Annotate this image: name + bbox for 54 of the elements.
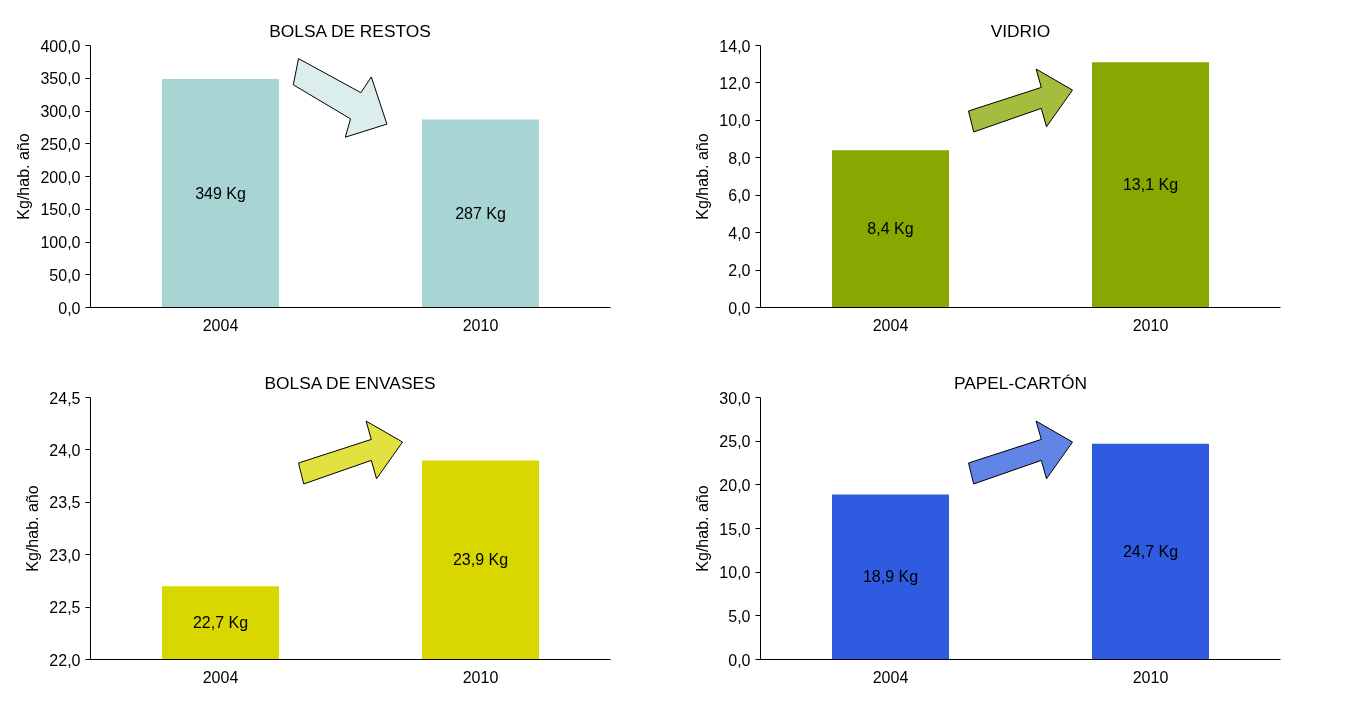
y-tick-label: 8,0: [728, 149, 751, 167]
y-tick-label: 400,0: [40, 37, 81, 55]
x-tick-label: 2004: [872, 316, 909, 334]
y-tick-label: 100,0: [40, 234, 81, 251]
y-tick-label: 23,0: [49, 546, 81, 564]
data-label: 23,9 Kg: [452, 551, 509, 569]
x-tick-label: 2010: [462, 316, 499, 334]
y-tick-label: 200,0: [40, 168, 81, 186]
x-tick-label: 2004: [872, 668, 909, 686]
y-tick-label: 0,0: [58, 299, 81, 317]
x-tick-label: 2004: [202, 668, 239, 686]
y-tick-label: 4,0: [728, 224, 751, 242]
data-label: 13,1 Kg: [1122, 176, 1179, 194]
data-label: 24,7 Kg: [1122, 543, 1179, 561]
x-tick-label: 2004: [202, 316, 239, 334]
chart-title: VIDRIO: [990, 20, 1051, 41]
y-tick-label: 10,0: [719, 112, 751, 130]
y-tick-label: 25,0: [719, 433, 751, 451]
data-label: 8,4 Kg: [867, 220, 914, 238]
y-tick-label: 14,0: [719, 37, 751, 55]
y-tick-label: 350,0: [40, 70, 81, 88]
chart-title: BOLSA DE ENVASES: [264, 372, 436, 393]
y-tick-label: 0,0: [728, 651, 751, 669]
y-tick-label: 24,5: [49, 389, 81, 407]
y-tick-label: 15,0: [719, 520, 751, 538]
y-axis-title: Kg/hab. año: [24, 485, 42, 572]
y-axis-title: Kg/hab. año: [15, 133, 33, 220]
y-tick-label: 23,5: [49, 494, 81, 512]
y-axis-title: Kg/hab. año: [694, 485, 712, 572]
y-tick-label: 250,0: [40, 135, 81, 153]
y-tick-label: 0,0: [728, 299, 751, 317]
x-tick-label: 2010: [462, 668, 499, 686]
data-label: 349 Kg: [195, 184, 246, 202]
y-tick-label: 5,0: [728, 607, 751, 625]
y-tick-label: 22,5: [49, 599, 81, 617]
chart-title: PAPEL-CARTÓN: [953, 372, 1088, 393]
y-tick-label: 10,0: [719, 564, 751, 582]
y-tick-label: 150,0: [40, 201, 81, 219]
data-label: 287 Kg: [455, 205, 506, 223]
y-tick-label: 24,0: [49, 441, 81, 459]
data-label: 18,9 Kg: [862, 568, 919, 586]
chart-title: BOLSA DE RESTOS: [269, 20, 431, 41]
y-tick-label: 300,0: [40, 103, 81, 120]
y-tick-label: 12,0: [719, 74, 751, 92]
y-tick-label: 20,0: [719, 476, 751, 494]
y-tick-label: 6,0: [728, 187, 751, 205]
y-axis-title: Kg/hab. año: [694, 133, 712, 220]
data-label: 22,7 Kg: [192, 614, 249, 632]
y-tick-label: 2,0: [728, 262, 751, 280]
y-tick-label: 50,0: [49, 266, 81, 284]
y-tick-label: 22,0: [49, 651, 81, 669]
x-tick-label: 2010: [1132, 316, 1169, 334]
x-tick-label: 2010: [1132, 668, 1169, 686]
y-tick-label: 30,0: [719, 389, 751, 407]
